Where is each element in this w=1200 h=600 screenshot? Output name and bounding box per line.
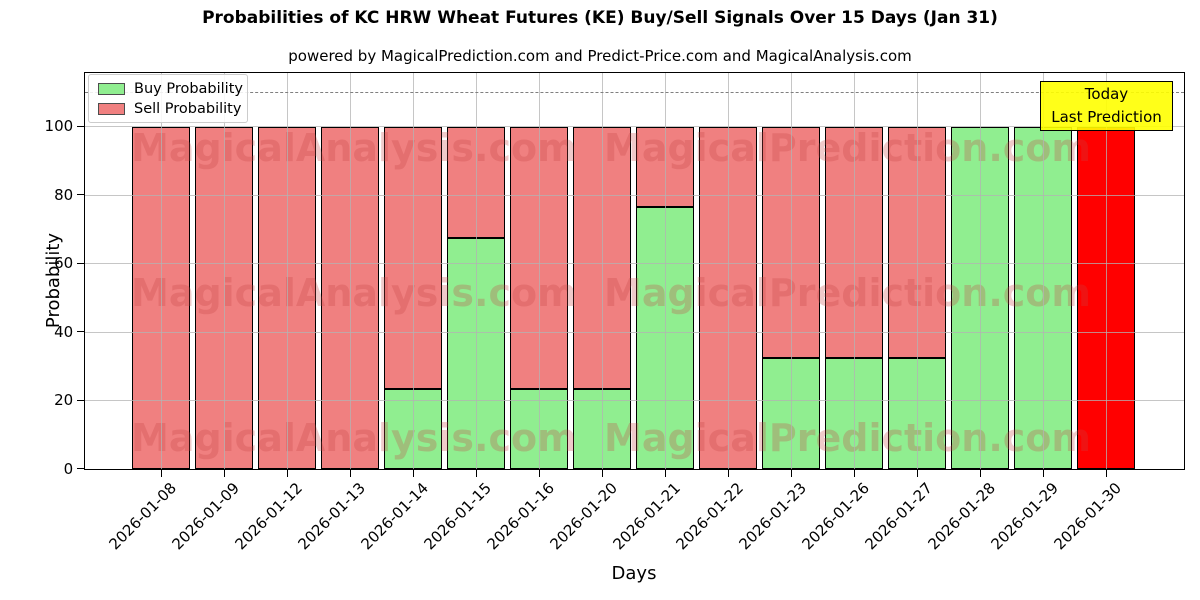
x-gridline (854, 73, 855, 469)
x-gridline (539, 73, 540, 469)
x-axis-label: Days (611, 563, 657, 584)
x-tick-mark (160, 469, 162, 477)
x-tick-label: 2026-01-16 (483, 478, 558, 554)
x-tick-mark (664, 469, 666, 477)
y-gridline (85, 400, 1184, 402)
x-tick-mark (790, 469, 792, 477)
y-gridline (85, 331, 1184, 333)
x-tick-label: 2026-01-12 (231, 478, 306, 554)
x-tick-label: 2026-01-23 (735, 478, 810, 554)
x-gridline (1043, 73, 1044, 469)
annotation-line1: Today (1084, 85, 1129, 103)
x-tick-mark (349, 469, 351, 477)
x-tick-label: 2026-01-20 (546, 478, 621, 554)
y-gridline (85, 263, 1184, 265)
watermark-text: MagicalPrediction.com (604, 415, 1092, 460)
y-tick-label: 80 (54, 185, 74, 204)
x-tick-label: 2026-01-14 (357, 478, 432, 554)
x-gridline (980, 73, 981, 469)
x-gridline (1106, 73, 1107, 469)
y-tick-label: 20 (54, 391, 74, 410)
x-gridline (728, 73, 729, 469)
x-tick-mark (979, 469, 981, 477)
x-gridline (350, 73, 351, 469)
x-tick-mark (475, 469, 477, 477)
chart-title: Probabilities of KC HRW Wheat Futures (K… (202, 8, 998, 28)
x-tick-label: 2026-01-28 (924, 478, 999, 554)
sell-swatch-icon (98, 102, 125, 115)
x-tick-label: 2026-01-08 (105, 478, 180, 554)
x-tick-label: 2026-01-21 (609, 478, 684, 554)
x-gridline (161, 73, 162, 469)
x-tick-label: 2026-01-26 (798, 478, 873, 554)
y-tick-label: 0 (63, 459, 74, 478)
x-tick-mark (286, 469, 288, 477)
x-tick-label: 2026-01-27 (861, 478, 936, 554)
x-gridline (602, 73, 603, 469)
x-tick-mark (601, 469, 603, 477)
x-gridline (665, 73, 666, 469)
x-gridline (791, 73, 792, 469)
legend-row-buy: Buy Probability (89, 81, 247, 97)
x-gridline (287, 73, 288, 469)
x-tick-label: 2026-01-13 (294, 478, 369, 554)
legend-row-sell: Sell Probability (89, 101, 247, 117)
y-gridline (85, 126, 1184, 128)
legend: Buy Probability Sell Probability (88, 74, 248, 123)
watermark-text: MagicalPrediction.com (604, 270, 1092, 315)
y-tick-label: 40 (54, 322, 74, 341)
x-tick-label: 2026-01-22 (672, 478, 747, 554)
x-tick-mark (412, 469, 414, 477)
y-tick-mark (77, 399, 85, 401)
y-tick-label: 60 (54, 254, 74, 273)
y-tick-mark (77, 194, 85, 196)
y-tick-label: 100 (44, 117, 74, 136)
x-tick-label: 2026-01-30 (1050, 478, 1125, 554)
y-tick-mark (77, 125, 85, 127)
x-tick-label: 2026-01-09 (168, 478, 243, 554)
y-tick-mark (77, 468, 85, 470)
chart-subtitle: powered by MagicalPrediction.com and Pre… (288, 47, 912, 65)
x-tick-mark (853, 469, 855, 477)
x-tick-mark (727, 469, 729, 477)
y-axis-label: Probability (43, 232, 65, 329)
watermark-text: MagicalPrediction.com (604, 125, 1092, 170)
today-annotation: Today Last Prediction (1040, 81, 1173, 131)
x-tick-label: 2026-01-15 (420, 478, 495, 554)
y-tick-mark (77, 331, 85, 333)
x-tick-mark (1105, 469, 1107, 477)
x-tick-mark (538, 469, 540, 477)
x-gridline (476, 73, 477, 469)
watermark-text: MagicalAnalysis.com (131, 125, 577, 170)
legend-buy-label: Buy Probability (134, 80, 243, 97)
plot-area: MagicalAnalysis.com MagicalPrediction.com… (84, 72, 1185, 470)
x-tick-mark (916, 469, 918, 477)
legend-sell-label: Sell Probability (134, 100, 242, 117)
watermark-text: MagicalAnalysis.com (131, 415, 577, 460)
buy-swatch-icon (98, 82, 125, 95)
x-gridline (413, 73, 414, 469)
x-gridline (917, 73, 918, 469)
y-gridline (85, 194, 1184, 196)
x-gridline (224, 73, 225, 469)
x-tick-mark (223, 469, 225, 477)
threshold-dashed-line (85, 91, 1184, 93)
annotation-line2: Last Prediction (1051, 108, 1162, 126)
watermark-text: MagicalAnalysis.com (131, 270, 577, 315)
x-tick-label: 2026-01-29 (987, 478, 1062, 554)
y-tick-mark (77, 262, 85, 264)
x-tick-mark (1042, 469, 1044, 477)
